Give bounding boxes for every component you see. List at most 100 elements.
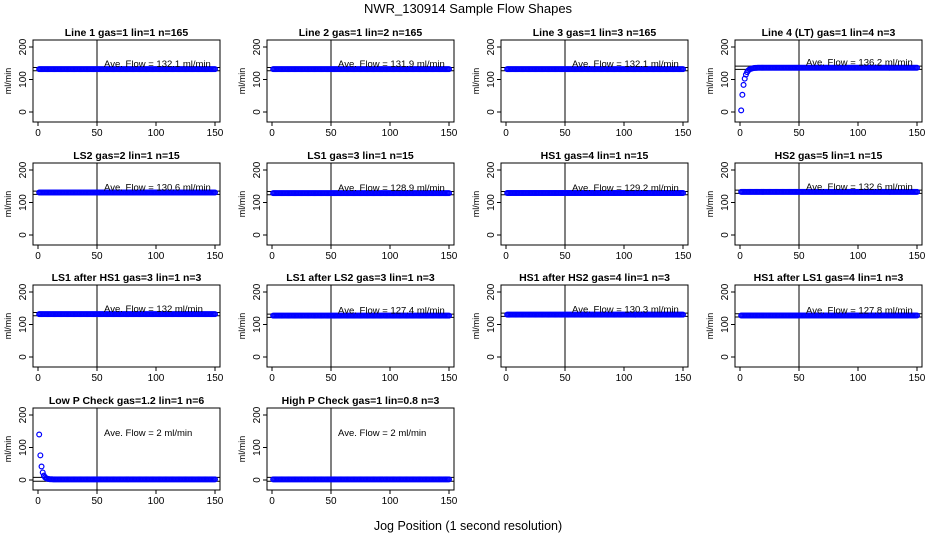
x-tick-label: 50	[325, 496, 337, 507]
data-point	[212, 311, 219, 318]
y-tick-label: 200	[252, 283, 263, 300]
data-points	[270, 190, 453, 197]
x-tick-label: 50	[793, 251, 805, 262]
x-tick-label: 50	[91, 251, 103, 262]
x-tick-label: 0	[35, 373, 41, 384]
y-tick-label: 100	[18, 194, 29, 211]
panel-8: HS2 gas=5 lin=1 n=15 0 50 100 150 0 100 200 ml/m…	[705, 150, 926, 262]
y-tick-label: 200	[486, 38, 497, 55]
y-tick-label: 200	[18, 161, 29, 178]
x-tick-label: 100	[148, 251, 165, 262]
x-tick-label: 0	[269, 251, 275, 262]
y-tick-label: 200	[720, 161, 731, 178]
data-point	[446, 190, 453, 197]
x-tick-label: 150	[909, 251, 926, 262]
y-axis-label: ml/min	[705, 313, 715, 340]
plot-frame	[32, 162, 221, 246]
y-tick-label: 100	[252, 439, 263, 456]
panel-13: Low P Check gas=1.2 lin=1 n=6 0 50 100 150 0 1…	[3, 395, 224, 507]
y-tick-label: 200	[252, 161, 263, 178]
avg-flow-annotation: Ave. Flow = 131.9 ml/min	[338, 59, 445, 70]
x-tick-label: 50	[91, 373, 103, 384]
data-points	[270, 476, 453, 483]
y-tick-label: 100	[18, 439, 29, 456]
data-points	[36, 189, 219, 196]
panel-title: Line 4 (LT) gas=1 lin=4 n=3	[762, 27, 896, 39]
panel-11: HS1 after HS2 gas=4 lin=1 n=3 0 50 100 150 0 1…	[471, 272, 692, 384]
figure-x-label: Jog Position (1 second resolution)	[373, 519, 563, 533]
panel-3: Line 3 gas=1 lin=3 n=165 0 50 100 150 0 100 200…	[471, 27, 692, 139]
avg-flow-annotation: Ave. Flow = 132.1 ml/min	[104, 59, 211, 70]
avg-flow-annotation: Ave. Flow = 132.6 ml/min	[806, 182, 913, 193]
avg-flow-annotation: Ave. Flow = 132 ml/min	[104, 304, 203, 315]
data-points	[504, 66, 686, 73]
panel-title: LS1 after LS2 gas=3 lin=1 n=3	[286, 272, 435, 284]
y-axis-label: ml/min	[237, 313, 247, 340]
x-tick-label: 100	[148, 496, 165, 507]
panel-title: HS2 gas=5 lin=1 n=15	[775, 150, 883, 162]
y-tick-label: 0	[252, 477, 263, 483]
panel-12: HS1 after LS1 gas=4 lin=1 n=3 0 50 100 150 0 1…	[705, 272, 926, 384]
x-tick-label: 150	[207, 251, 224, 262]
y-axis-label: ml/min	[3, 191, 13, 218]
data-point	[38, 463, 45, 470]
avg-flow-annotation: Ave. Flow = 128.9 ml/min	[338, 183, 445, 194]
x-tick-label: 150	[207, 128, 224, 139]
x-tick-label: 0	[35, 496, 41, 507]
x-tick-label: 150	[441, 128, 458, 139]
plot-frame	[500, 284, 689, 368]
panel-7: HS1 gas=4 lin=1 n=15 0 50 100 150 0 100 200 ml/m…	[471, 150, 692, 262]
x-tick-label: 0	[269, 128, 275, 139]
data-points	[504, 190, 686, 197]
y-axis-label: ml/min	[237, 68, 247, 95]
panel-title: Line 3 gas=1 lin=3 n=165	[533, 27, 657, 39]
x-tick-label: 100	[616, 128, 633, 139]
x-tick-label: 0	[503, 251, 509, 262]
panel-title: HS1 gas=4 lin=1 n=15	[541, 150, 649, 162]
x-tick-label: 100	[616, 373, 633, 384]
y-tick-label: 0	[486, 354, 497, 360]
y-tick-label: 200	[252, 406, 263, 423]
panel-title: Low P Check gas=1.2 lin=1 n=6	[49, 395, 204, 407]
y-tick-label: 0	[720, 109, 731, 115]
data-point	[913, 64, 920, 71]
x-tick-label: 50	[559, 128, 571, 139]
x-tick-label: 100	[382, 373, 399, 384]
data-point	[679, 190, 686, 197]
y-tick-label: 200	[18, 283, 29, 300]
y-tick-label: 100	[720, 194, 731, 211]
x-tick-label: 150	[909, 128, 926, 139]
y-tick-label: 200	[18, 406, 29, 423]
data-point	[740, 81, 747, 88]
avg-flow-annotation: Ave. Flow = 127.8 ml/min	[806, 305, 913, 316]
x-tick-label: 50	[325, 373, 337, 384]
x-tick-label: 150	[207, 373, 224, 384]
avg-flow-annotation: Ave. Flow = 132.1 ml/min	[572, 59, 679, 70]
plot-frame	[500, 39, 689, 123]
y-tick-label: 100	[18, 71, 29, 88]
y-tick-label: 0	[18, 232, 29, 238]
panel-title: Line 1 gas=1 lin=1 n=165	[65, 27, 189, 39]
x-tick-label: 150	[675, 373, 692, 384]
x-tick-label: 50	[91, 496, 103, 507]
avg-flow-annotation: Ave. Flow = 2 ml/min	[338, 428, 426, 439]
x-tick-label: 0	[269, 373, 275, 384]
data-points	[738, 188, 920, 195]
y-axis-label: ml/min	[3, 436, 13, 463]
x-tick-label: 50	[559, 251, 571, 262]
x-tick-label: 50	[91, 128, 103, 139]
x-tick-label: 50	[793, 128, 805, 139]
y-tick-label: 0	[18, 109, 29, 115]
panel-14: High P Check gas=1 lin=0.8 n=3 0 50 100 150 0…	[237, 395, 458, 507]
x-tick-label: 50	[793, 373, 805, 384]
y-tick-label: 0	[720, 354, 731, 360]
panel-title: High P Check gas=1 lin=0.8 n=3	[282, 395, 440, 407]
data-point	[446, 66, 453, 73]
x-tick-label: 150	[441, 373, 458, 384]
data-point	[679, 66, 686, 73]
x-tick-label: 50	[559, 373, 571, 384]
y-axis-label: ml/min	[471, 191, 481, 218]
y-tick-label: 200	[18, 38, 29, 55]
x-tick-label: 0	[503, 373, 509, 384]
